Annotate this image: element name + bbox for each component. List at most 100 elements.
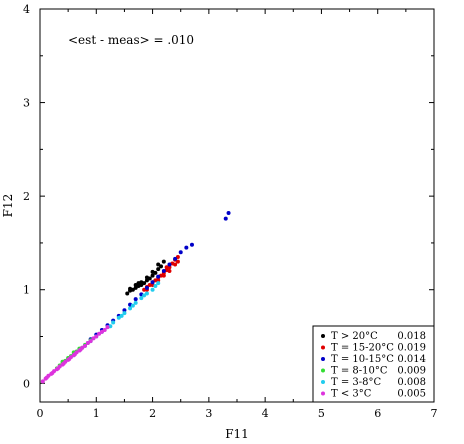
- y-axis-label: F12: [1, 194, 15, 218]
- data-point: [167, 269, 172, 273]
- data-point: [130, 303, 135, 308]
- data-point: [175, 259, 180, 264]
- y-tick-label: 2: [23, 190, 30, 203]
- data-point: [83, 343, 88, 348]
- data-point: [128, 286, 133, 291]
- data-point: [56, 366, 61, 371]
- data-point: [142, 293, 147, 298]
- x-tick-label: 3: [205, 407, 212, 420]
- data-point: [116, 315, 121, 320]
- data-point: [189, 242, 194, 247]
- x-tick-label: 6: [374, 407, 381, 420]
- legend-value: 0.009: [397, 366, 426, 377]
- data-point: [119, 313, 124, 318]
- data-point: [164, 265, 169, 270]
- data-point: [122, 308, 127, 313]
- y-tick-label: 3: [23, 97, 30, 110]
- legend-value: 0.019: [397, 343, 426, 354]
- data-point: [156, 281, 161, 286]
- data-point: [161, 259, 166, 264]
- data-point: [142, 287, 147, 292]
- x-tick-label: 0: [37, 407, 44, 420]
- data-point: [156, 267, 161, 272]
- x-tick-label: 2: [149, 407, 156, 420]
- data-point: [159, 264, 164, 269]
- data-point: [133, 297, 138, 302]
- data-point: [67, 356, 72, 361]
- data-point: [61, 361, 66, 366]
- data-point: [223, 216, 228, 221]
- x-tick-label: 7: [431, 407, 438, 420]
- x-tick-label: 1: [93, 407, 100, 420]
- data-point: [85, 341, 90, 346]
- data-point: [99, 329, 104, 334]
- legend-value: 0.008: [397, 377, 426, 388]
- data-point: [50, 370, 55, 375]
- x-tick-label: 5: [318, 407, 325, 420]
- mean-difference-annotation: <est - meas> = .010: [68, 33, 194, 47]
- data-point: [111, 320, 116, 325]
- data-point: [128, 306, 133, 311]
- data-point: [122, 311, 127, 316]
- legend-value: 0.018: [397, 331, 426, 342]
- y-tick-label: 1: [23, 284, 30, 297]
- data-point: [144, 291, 149, 296]
- data-point: [150, 273, 155, 278]
- data-point: [150, 287, 155, 292]
- data-point: [167, 262, 172, 267]
- legend-value: 0.014: [397, 354, 426, 365]
- legend-marker: [321, 357, 325, 361]
- data-point: [94, 334, 99, 339]
- data-point: [178, 250, 183, 255]
- data-point: [156, 274, 161, 279]
- data-point: [102, 327, 107, 332]
- data-point: [161, 273, 166, 278]
- data-point: [184, 245, 189, 250]
- data-point: [161, 269, 166, 273]
- legend-marker: [321, 334, 325, 338]
- y-tick-label: 0: [23, 377, 30, 390]
- legend-label: T > 20°C: [331, 331, 378, 342]
- data-point: [72, 352, 77, 357]
- x-axis-label: F11: [225, 427, 249, 441]
- data-point: [144, 275, 149, 280]
- data-point: [136, 281, 141, 286]
- data-point: [167, 265, 172, 270]
- data-point: [139, 283, 144, 288]
- data-point: [105, 325, 110, 330]
- legend-box: [312, 325, 435, 403]
- data-point: [97, 331, 102, 336]
- data-point: [125, 291, 130, 296]
- legend-label: T < 3°C: [331, 389, 372, 400]
- legend-marker: [321, 345, 325, 350]
- data-point: [153, 278, 158, 283]
- data-point: [173, 262, 178, 267]
- data-points: [40, 210, 231, 384]
- data-point: [91, 336, 96, 341]
- data-point: [78, 347, 83, 352]
- data-point: [40, 379, 45, 384]
- data-point: [175, 254, 180, 259]
- legend-marker: [321, 380, 325, 384]
- legend-marker: [321, 391, 325, 396]
- data-point: [133, 300, 138, 305]
- data-point: [150, 280, 155, 285]
- legend-marker: [321, 368, 325, 373]
- data-point: [144, 285, 149, 290]
- legend-label: T = 10-15°C: [331, 354, 394, 365]
- data-point: [44, 375, 49, 380]
- data-point: [133, 283, 138, 288]
- data-point: [150, 269, 155, 274]
- data-point: [133, 285, 138, 290]
- legend-label: T = 15-20°C: [331, 343, 394, 354]
- data-point: [88, 339, 93, 344]
- data-point: [226, 210, 231, 215]
- legend-label: T = 8-10°C: [331, 366, 388, 377]
- data-point: [144, 278, 149, 283]
- data-point: [156, 262, 161, 267]
- data-point: [153, 283, 158, 288]
- data-point: [139, 296, 144, 301]
- x-tick-label: 4: [262, 407, 269, 420]
